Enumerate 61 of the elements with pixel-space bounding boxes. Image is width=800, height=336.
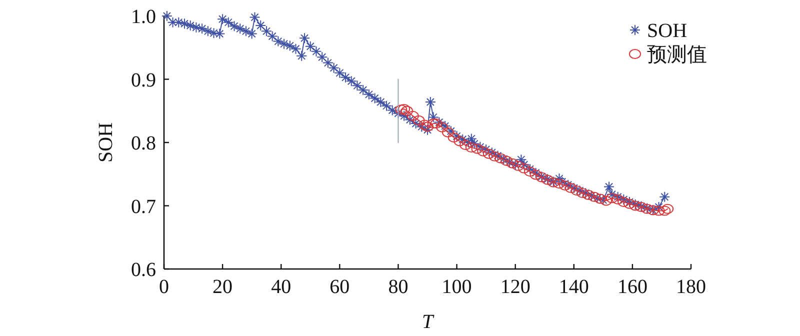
point: [518, 163, 530, 174]
point: [406, 110, 419, 121]
x-tick-label: 60: [330, 276, 350, 298]
point: [582, 190, 595, 200]
point: [401, 106, 414, 116]
point: [448, 132, 460, 142]
point: [600, 196, 612, 206]
point: [570, 186, 583, 196]
point: [588, 192, 600, 202]
legend-label: 预测值: [647, 44, 707, 66]
point: [398, 104, 410, 114]
point: [412, 115, 425, 126]
point: [427, 118, 440, 129]
point: [652, 206, 665, 216]
x-tick-label: 40: [271, 276, 292, 298]
y-tick-label: 0.9: [131, 69, 156, 92]
point: [576, 188, 589, 198]
point: [471, 144, 484, 154]
point: [494, 153, 507, 164]
point: [612, 194, 624, 204]
point: [512, 160, 524, 171]
x-tick-label: 160: [617, 276, 648, 298]
point: [500, 156, 513, 166]
y-tick-label: 0.7: [131, 196, 156, 218]
point: [436, 122, 448, 132]
y-axis-title: SOH: [95, 122, 117, 163]
point: [530, 170, 542, 180]
point: [624, 198, 636, 209]
x-tick-label: 0: [159, 276, 169, 298]
point: [454, 136, 466, 146]
legend-label: SOH: [647, 20, 688, 42]
x-tick-label: 100: [442, 276, 472, 298]
point: [618, 196, 630, 207]
point: [559, 180, 572, 191]
point: [662, 204, 674, 214]
point: [482, 148, 495, 159]
point: [395, 104, 408, 115]
point: [477, 146, 490, 156]
point: [460, 140, 472, 150]
point: [606, 193, 618, 204]
x-tick-label: 140: [558, 276, 589, 298]
point: [506, 158, 518, 168]
point: [422, 122, 434, 132]
point: [488, 151, 501, 162]
y-tick-label: 1.0: [131, 6, 156, 28]
point: [658, 206, 671, 216]
x-tick-label: 80: [388, 276, 408, 298]
x-tick-label: 20: [212, 276, 233, 298]
point: [418, 120, 431, 130]
point: [465, 142, 478, 153]
y-tick-label: 0.6: [131, 259, 156, 281]
y-tick-label: 0.8: [131, 132, 156, 154]
x-tick-label: 180: [676, 276, 706, 298]
x-tick-label: 120: [500, 276, 530, 298]
point: [430, 118, 442, 129]
point: [442, 127, 454, 138]
point: [594, 194, 606, 204]
point: [564, 183, 577, 194]
point: [553, 178, 566, 189]
x-axis-title: T: [422, 311, 435, 333]
point: [524, 166, 536, 177]
